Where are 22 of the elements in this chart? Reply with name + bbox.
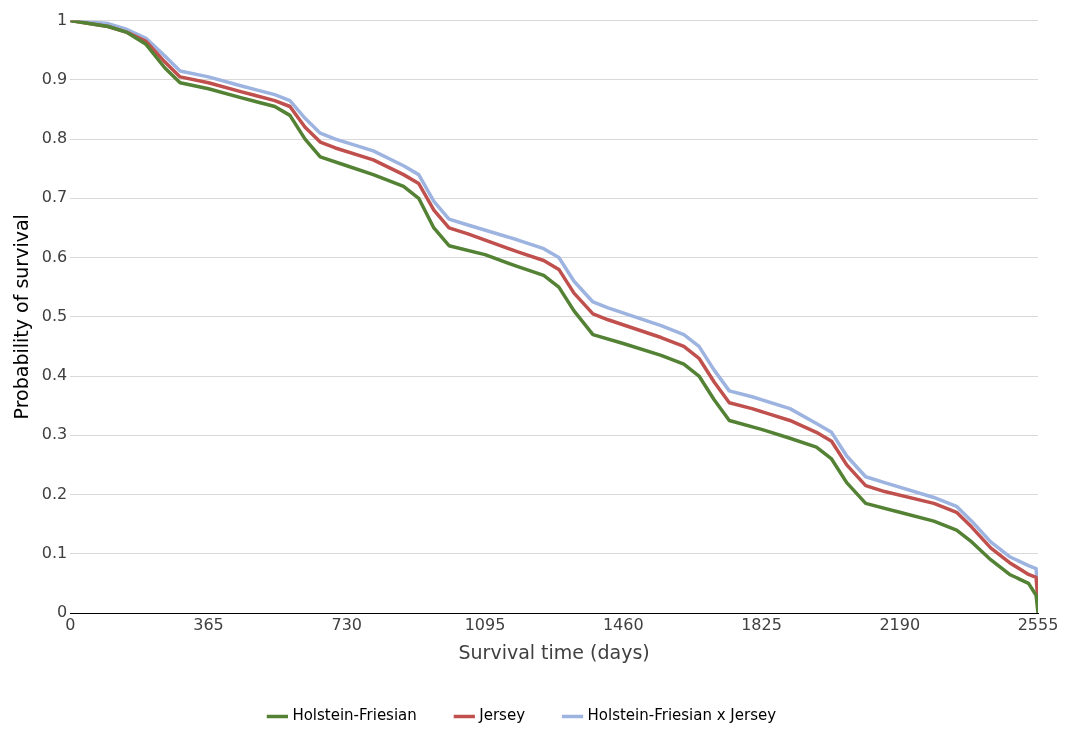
y-tick-label: 0.9: [41, 69, 68, 88]
y-tick-label: 0.1: [41, 542, 68, 562]
x-tick-label: 2190: [879, 614, 921, 634]
x-tick-label: 1460: [602, 614, 644, 634]
y-tick-label: 0.5: [41, 305, 68, 325]
legend-label: Jersey: [478, 706, 526, 725]
y-tick-label: 0.8: [41, 128, 68, 148]
y-tick-label: 1: [57, 9, 68, 29]
x-tick-label: 2555: [1017, 614, 1059, 634]
x-tick-label: 1825: [741, 614, 782, 634]
y-tick-label: 0.7: [41, 187, 68, 207]
y-tick-label: 0.4: [41, 365, 68, 385]
y-tick-label: 0.3: [41, 424, 68, 444]
x-tick-label: 730: [331, 614, 363, 634]
legend-label: Holstein-Friesian: [292, 706, 417, 725]
x-tick-label: 365: [193, 614, 224, 634]
x-tick-label: 1095: [464, 614, 506, 634]
x-axis-title: Survival time (days): [458, 640, 650, 663]
y-tick-label: 0.2: [41, 483, 68, 503]
legend-label: Holstein-Friesian x Jersey: [587, 706, 777, 725]
y-tick-label: 0.6: [41, 246, 68, 266]
y-axis-title: Probability of survival: [10, 214, 33, 420]
